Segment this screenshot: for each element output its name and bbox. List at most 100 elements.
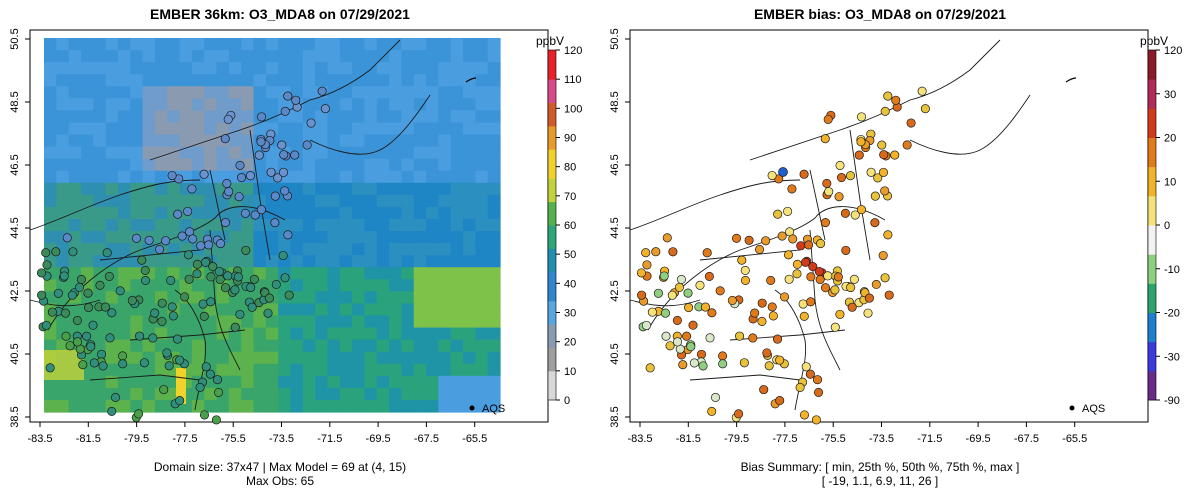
aqs-station-marker[interactable] <box>175 355 185 365</box>
aqs-station-marker[interactable] <box>175 396 185 406</box>
aqs-station-marker[interactable] <box>183 206 193 216</box>
aqs-station-marker[interactable] <box>208 262 218 272</box>
aqs-station-marker[interactable] <box>659 271 669 281</box>
aqs-station-marker[interactable] <box>834 192 844 202</box>
aqs-station-marker[interactable] <box>131 233 142 243</box>
aqs-station-marker[interactable] <box>235 309 245 319</box>
aqs-station-marker[interactable] <box>767 170 777 181</box>
aqs-station-marker[interactable] <box>67 290 77 300</box>
aqs-station-marker[interactable] <box>878 250 888 261</box>
aqs-station-marker[interactable] <box>854 150 864 160</box>
aqs-station-marker[interactable] <box>845 171 856 181</box>
aqs-station-marker[interactable] <box>306 118 316 128</box>
aqs-station-marker[interactable] <box>199 410 210 420</box>
aqs-station-marker[interactable] <box>224 187 234 197</box>
aqs-station-marker[interactable] <box>161 236 171 246</box>
aqs-station-marker[interactable] <box>757 298 767 308</box>
aqs-station-marker[interactable] <box>173 209 183 219</box>
aqs-station-marker[interactable] <box>764 361 774 371</box>
aqs-station-marker[interactable] <box>223 271 233 281</box>
aqs-station-marker[interactable] <box>249 274 259 284</box>
aqs-station-marker[interactable] <box>672 315 682 325</box>
aqs-station-marker[interactable] <box>233 272 243 282</box>
aqs-station-marker[interactable] <box>51 247 61 257</box>
aqs-station-marker[interactable] <box>139 358 149 368</box>
aqs-station-marker[interactable] <box>824 187 834 197</box>
aqs-station-marker[interactable] <box>199 311 209 321</box>
aqs-station-marker[interactable] <box>222 178 232 188</box>
aqs-station-marker[interactable] <box>767 302 777 312</box>
aqs-station-marker[interactable] <box>757 316 767 326</box>
aqs-station-marker[interactable] <box>856 205 866 215</box>
aqs-station-marker[interactable] <box>734 409 744 419</box>
aqs-station-marker[interactable] <box>890 150 900 160</box>
aqs-station-marker[interactable] <box>280 186 290 196</box>
aqs-station-marker[interactable] <box>192 269 202 279</box>
aqs-station-marker[interactable] <box>100 302 111 312</box>
aqs-station-marker[interactable] <box>220 134 230 144</box>
aqs-station-marker[interactable] <box>270 191 280 201</box>
aqs-station-marker[interactable] <box>880 186 890 196</box>
aqs-station-marker[interactable] <box>68 247 78 257</box>
aqs-station-marker[interactable] <box>140 265 150 275</box>
aqs-station-marker[interactable] <box>211 415 221 425</box>
aqs-station-marker[interactable] <box>234 192 244 202</box>
aqs-station-marker[interactable] <box>759 385 769 395</box>
aqs-station-marker[interactable] <box>836 172 847 183</box>
aqs-station-marker[interactable] <box>215 274 225 285</box>
aqs-station-marker[interactable] <box>775 396 785 406</box>
aqs-station-marker[interactable] <box>84 302 94 313</box>
aqs-station-marker[interactable] <box>172 334 183 344</box>
aqs-station-marker[interactable] <box>727 295 737 306</box>
aqs-station-marker[interactable] <box>883 230 893 240</box>
aqs-station-marker[interactable] <box>835 309 845 319</box>
aqs-station-marker[interactable] <box>164 361 174 371</box>
aqs-station-marker[interactable] <box>198 299 208 309</box>
aqs-station-marker[interactable] <box>220 217 231 228</box>
aqs-station-marker[interactable] <box>804 240 814 250</box>
aqs-station-marker[interactable] <box>291 95 301 105</box>
aqs-station-marker[interactable] <box>98 361 108 371</box>
aqs-station-marker[interactable] <box>667 290 677 300</box>
aqs-station-marker[interactable] <box>795 382 805 392</box>
aqs-station-marker[interactable] <box>107 308 117 318</box>
aqs-station-marker[interactable] <box>762 348 772 358</box>
aqs-station-marker[interactable] <box>778 167 788 177</box>
aqs-station-marker[interactable] <box>830 285 840 295</box>
aqs-station-marker[interactable] <box>89 358 99 368</box>
aqs-station-marker[interactable] <box>641 320 652 330</box>
aqs-station-marker[interactable] <box>241 245 251 255</box>
aqs-station-marker[interactable] <box>283 91 293 101</box>
aqs-station-marker[interactable] <box>799 169 809 179</box>
aqs-station-marker[interactable] <box>59 271 69 281</box>
aqs-station-marker[interactable] <box>72 315 82 325</box>
aqs-station-marker[interactable] <box>849 274 859 284</box>
aqs-station-marker[interactable] <box>873 173 883 183</box>
aqs-station-marker[interactable] <box>266 167 276 177</box>
aqs-station-marker[interactable] <box>766 275 776 285</box>
aqs-station-marker[interactable] <box>880 106 890 116</box>
aqs-station-marker[interactable] <box>682 331 692 341</box>
aqs-station-marker[interactable] <box>823 271 833 281</box>
aqs-station-marker[interactable] <box>740 265 750 275</box>
aqs-station-marker[interactable] <box>148 333 158 343</box>
aqs-station-marker[interactable] <box>184 274 194 284</box>
aqs-station-marker[interactable] <box>302 140 312 150</box>
aqs-station-marker[interactable] <box>856 112 867 122</box>
aqs-station-marker[interactable] <box>256 137 266 147</box>
aqs-station-marker[interactable] <box>813 387 824 397</box>
aqs-station-marker[interactable] <box>223 114 233 124</box>
aqs-station-marker[interactable] <box>660 308 670 318</box>
aqs-station-marker[interactable] <box>83 288 93 298</box>
aqs-station-marker[interactable] <box>317 86 327 96</box>
aqs-station-marker[interactable] <box>917 86 927 96</box>
aqs-station-marker[interactable] <box>792 269 802 279</box>
aqs-station-marker[interactable] <box>651 247 661 257</box>
aqs-station-marker[interactable] <box>216 239 226 249</box>
aqs-station-marker[interactable] <box>157 298 167 308</box>
aqs-station-marker[interactable] <box>279 150 289 160</box>
aqs-station-marker[interactable] <box>78 360 88 370</box>
aqs-station-marker[interactable] <box>183 250 194 260</box>
aqs-station-marker[interactable] <box>780 292 790 302</box>
aqs-station-marker[interactable] <box>808 262 818 272</box>
